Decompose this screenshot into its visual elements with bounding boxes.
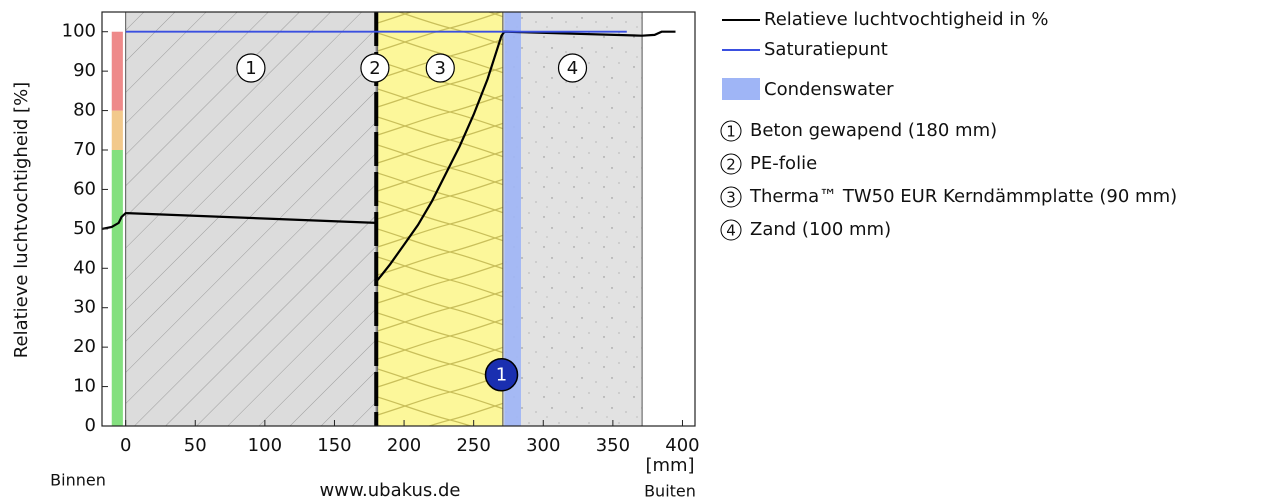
legend-badge: [720, 219, 742, 241]
legend-label: Zand (100 mm): [750, 219, 891, 240]
x-tick-label: 200: [387, 435, 421, 456]
x-tick-label: 100: [248, 435, 282, 456]
y-axis-title: Relatieve luchtvochtigheid [%]: [11, 82, 32, 358]
layer-badge: [360, 53, 390, 83]
layer-number: 2: [369, 58, 380, 79]
legend-badge: [720, 186, 742, 208]
layer-number: 3: [435, 58, 446, 79]
y-tick-label: 90: [73, 60, 96, 81]
y-tick-label: 50: [73, 218, 96, 239]
legend-number: 2: [726, 156, 736, 174]
y-tick-label: 0: [85, 415, 96, 436]
y-tick-label: 70: [73, 139, 96, 160]
legend-number: 1: [726, 123, 736, 141]
series-line: [101, 30, 676, 281]
x-tick-label: 150: [317, 435, 351, 456]
legend-swatch: [722, 78, 760, 100]
x-tick-label: 400: [665, 435, 699, 456]
legend-label: Relatieve luchtvochtigheid in %: [764, 9, 1048, 30]
layer-badge: [236, 53, 266, 83]
y-tick-label: 40: [73, 257, 96, 278]
zone-bar: [111, 31, 123, 111]
zone-bar: [111, 110, 123, 150]
plot-frame: [101, 11, 696, 427]
layer-badge: [557, 53, 588, 83]
x-tick-label: 0: [120, 435, 131, 456]
legend-label: Condenswater: [764, 79, 894, 100]
plot-area: 0 10 20 30 40 50 60 70 80 90 100 0 50 100 150 200 250 300…: [62, 11, 700, 456]
y-tick-label: 60: [73, 178, 96, 199]
x-tick-label: 50: [184, 435, 207, 456]
y-tick-label: 10: [73, 376, 96, 397]
x-tick-label: 350: [596, 435, 630, 456]
x-tick-label: 300: [526, 435, 560, 456]
footer: www.ubakus.de: [320, 480, 461, 501]
legend: Relatieve luchtvochtigheid in % Saturatie…: [720, 9, 1177, 241]
y-tick-label: 30: [73, 297, 96, 318]
layer-number: 4: [567, 58, 578, 79]
legend-badge: [720, 120, 742, 142]
marker-label: 1: [496, 365, 507, 386]
layer-badge: [425, 53, 455, 83]
x-tick-label: 250: [456, 435, 490, 456]
y-tick-label: 80: [73, 100, 96, 121]
inside-label: Binnen: [50, 471, 106, 490]
legend-label: Saturatiepunt: [764, 39, 888, 60]
condensation-zone: [504, 12, 521, 426]
y-tick-label: 100: [62, 21, 96, 42]
legend-label: PE-folie: [750, 153, 817, 174]
zone-bar: [111, 150, 123, 426]
legend-label: Beton gewapend (180 mm): [750, 120, 997, 141]
legend-badge: [720, 153, 742, 175]
y-tick-label: 20: [73, 336, 96, 357]
outside-label: Buiten: [644, 482, 696, 501]
legend-number: 3: [726, 189, 736, 207]
x-unit: [mm]: [645, 455, 694, 476]
condensation-marker: [484, 357, 519, 392]
legend-label: Therma™ TW50 EUR Kerndämmplatte (90 mm): [749, 186, 1177, 207]
layer-number: 1: [245, 58, 256, 79]
legend-number: 4: [726, 222, 736, 240]
